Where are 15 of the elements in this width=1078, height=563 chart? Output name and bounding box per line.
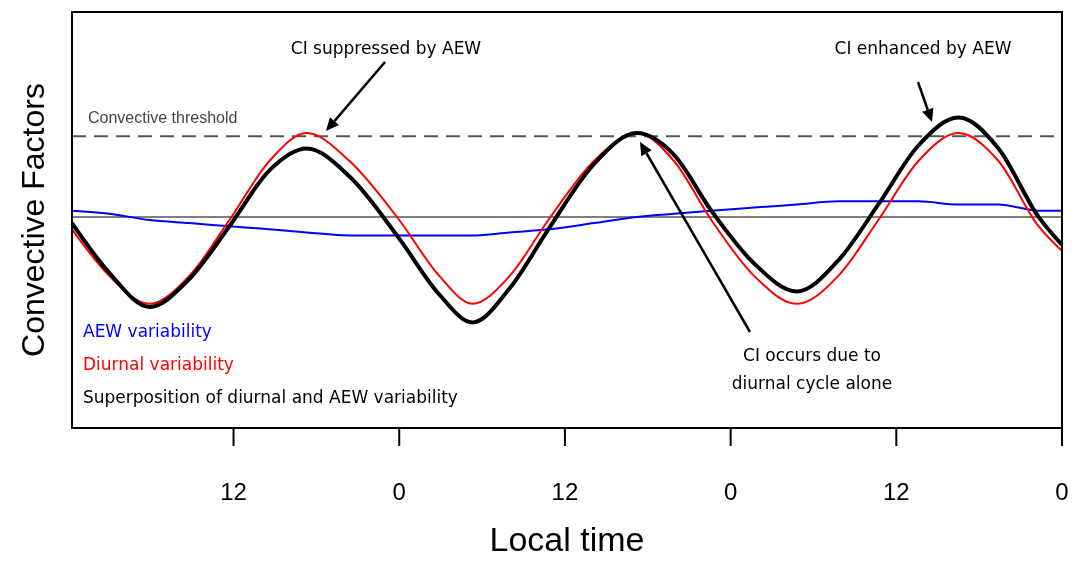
x-tick-label: 0 [723,478,738,505]
text: Superposition of diurnal and AEW variability [83,387,458,407]
x-tick-label: 0 [392,478,406,505]
annotation: CI occurs due to diurnal cycle alone [731,345,893,393]
x-tick-label: 12 [551,478,579,505]
x-tick-label: 0 [1055,478,1069,505]
x-axis-title: Local time [489,520,645,558]
text: CI suppressed by AEW [290,38,482,58]
text: CI enhanced by AEW [834,38,1012,58]
text: AEW variability [83,321,212,341]
text: Diurnal variability [83,354,234,374]
x-tick-label: 12 [220,478,247,505]
x-tick-label: 12 [882,478,910,505]
y-axis-title: Convective Factors [15,83,51,357]
ref-line-label: Convective threshold [88,109,238,127]
